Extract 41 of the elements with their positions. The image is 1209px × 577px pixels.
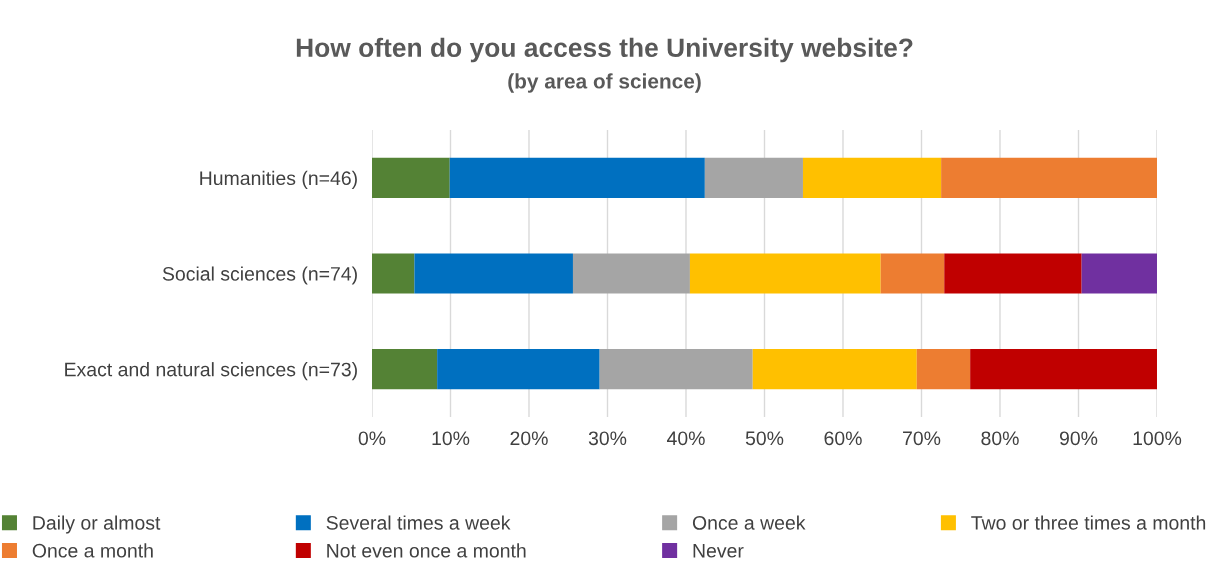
bar [449,157,705,198]
x-tick-label: 50% [745,431,784,446]
x-tick-label: 40% [666,431,705,446]
bar [802,157,942,198]
x-tick-label: 10% [432,431,470,446]
x-tick-label: 100% [1133,431,1182,446]
legend-label: Never [693,544,744,558]
bar [599,349,753,390]
bar [1081,253,1157,294]
bar [941,157,1157,198]
bar [689,253,881,294]
x-tick-label: 0% [358,431,386,446]
y-tick-label: Exact and natural sciences (n=73) [65,362,357,381]
bar [944,253,1082,294]
legend-label: Two or three times a month [971,515,1206,530]
bar [880,253,945,294]
chart-title: How often do you access the University website? [296,37,913,63]
x-tick-label: 20% [510,431,548,446]
bar [414,253,573,294]
bar [704,157,803,198]
bar [572,253,690,294]
x-tick-label: 60% [824,431,862,446]
bar [372,349,438,390]
bar [372,157,450,198]
legend-label: Once a month [32,543,153,558]
bar [437,349,600,390]
x-tick-label: 30% [588,431,627,446]
bar [752,349,917,390]
bar [916,349,971,390]
legend-label: Several times a week [326,515,511,530]
legend-label: Not even once a month [327,543,526,558]
legend-label: Daily or almost [33,515,161,534]
x-tick-label: 70% [903,431,941,446]
x-tick-label: 90% [1059,431,1098,446]
x-tick-label: 80% [981,431,1019,446]
bar [372,253,415,294]
y-tick-label: Social sciences (n=74) [162,266,357,285]
y-tick-label: Humanities (n=46) [200,170,357,189]
chart-subtitle: (by area of science) [508,73,701,93]
legend-label: Once a week [692,515,806,530]
bar [970,349,1157,390]
